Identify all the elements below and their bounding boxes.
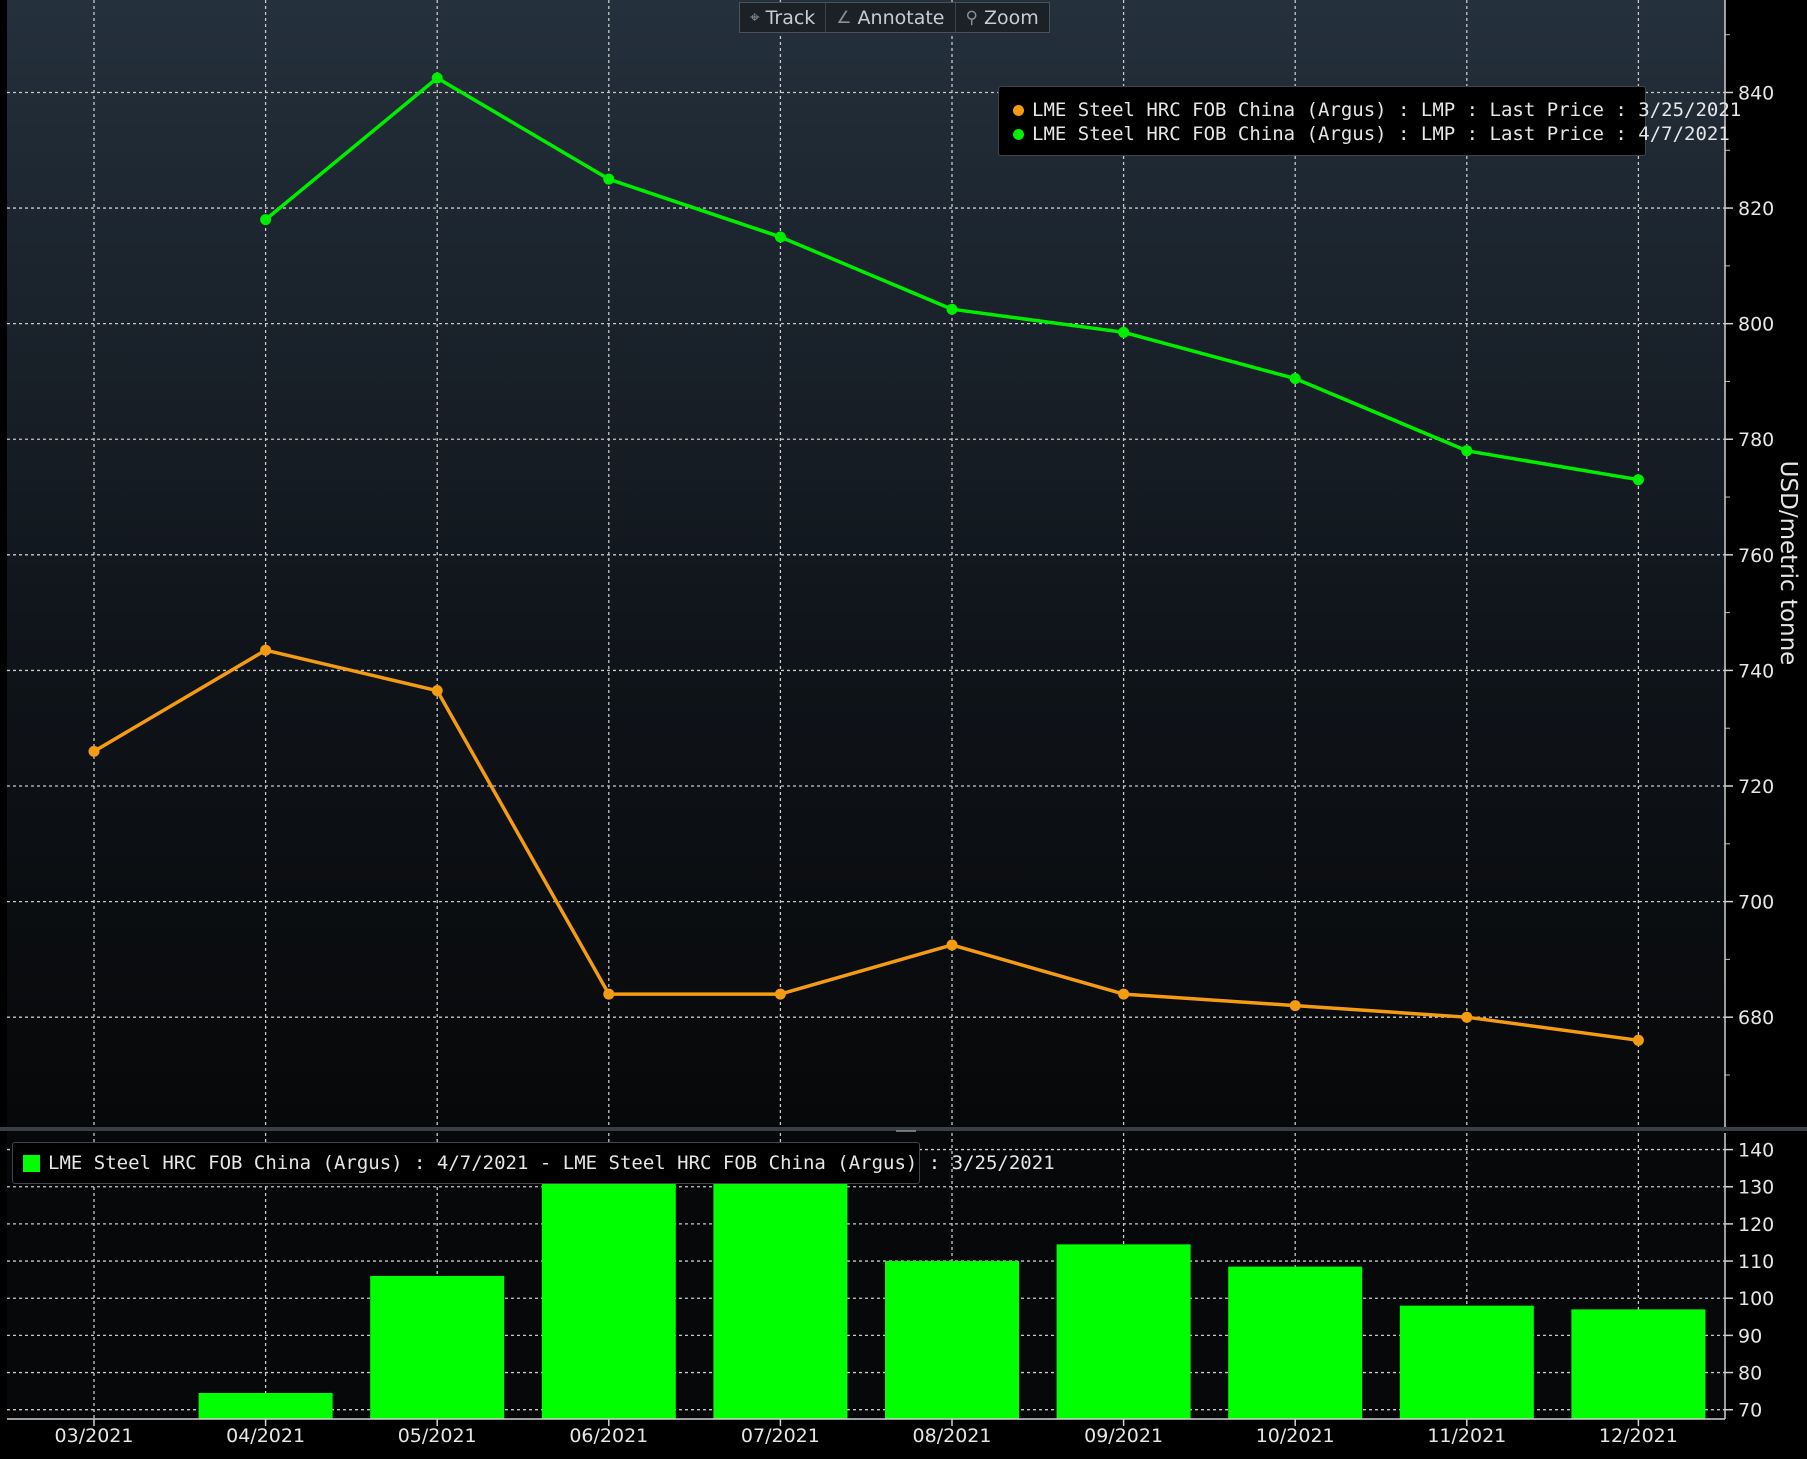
series-2-point: [1289, 373, 1301, 385]
series-line-1: [93, 648, 1639, 1043]
series-1-point: [431, 685, 443, 697]
x-tick-label: 11/2021: [1427, 1425, 1506, 1447]
x-tick-label: 05/2021: [398, 1425, 477, 1447]
price-legend: LME Steel HRC FOB China (Argus) : LMP : …: [998, 86, 1741, 156]
axes: [7, 0, 1733, 1426]
x-tick-label: 12/2021: [1599, 1425, 1678, 1447]
top-plot-background: [7, 0, 1725, 1127]
legend-label-series-1: LME Steel HRC FOB China (Argus) : LMP : …: [1032, 99, 1742, 121]
difference-bars: [198, 1145, 1706, 1419]
top-y-tick-label: 780: [1738, 429, 1774, 451]
y-axis-title: USD/metric tonne: [1775, 461, 1801, 666]
top-y-tick-label: 700: [1738, 892, 1774, 914]
bottom-y-tick-label: 140: [1738, 1140, 1774, 1162]
difference-bar: [370, 1275, 505, 1419]
series-2-point: [260, 214, 272, 226]
difference-bar: [198, 1392, 333, 1419]
price-lines: [88, 72, 1644, 1046]
top-y-tick-label: 760: [1738, 545, 1774, 567]
chart-toolbar: ⌖ Track ∠ Annotate ⚲ Zoom: [739, 2, 1050, 33]
series-2-point: [774, 231, 786, 243]
series-1-point: [774, 988, 786, 1000]
x-tick-label: 06/2021: [569, 1425, 648, 1447]
series-1-point: [88, 745, 100, 757]
x-tick-label: 10/2021: [1256, 1425, 1335, 1447]
series-1-point: [946, 939, 958, 951]
difference-bar: [1228, 1266, 1363, 1419]
annotate-button[interactable]: ∠ Annotate: [826, 3, 956, 32]
bottom-y-tick-label: 130: [1738, 1177, 1774, 1199]
legend-entry-series-1: LME Steel HRC FOB China (Argus) : LMP : …: [1013, 98, 1741, 122]
pencil-icon: ∠: [836, 7, 852, 28]
series-2-point: [946, 303, 958, 315]
x-tick-label: 09/2021: [1084, 1425, 1163, 1447]
track-button[interactable]: ⌖ Track: [740, 3, 827, 32]
series-1-point: [1461, 1011, 1473, 1023]
legend-label-difference: LME Steel HRC FOB China (Argus) : 4/7/20…: [48, 1152, 1055, 1174]
x-tick-label: 03/2021: [55, 1425, 134, 1447]
top-gridlines: [7, 0, 1725, 1127]
axis-labels: 680 700 720 740 760 780 800 820 840 70 80 90 100 110 1…: [55, 82, 1801, 1447]
bottom-y-tick-label: 120: [1738, 1214, 1774, 1236]
bottom-y-tick-label: 70: [1738, 1400, 1762, 1422]
legend-label-series-2: LME Steel HRC FOB China (Argus) : LMP : …: [1032, 123, 1730, 145]
top-y-tick-label: 820: [1738, 198, 1774, 220]
series-2-point: [1632, 474, 1644, 486]
series-2-point: [1118, 326, 1130, 338]
bottom-y-tick-label: 100: [1738, 1288, 1774, 1310]
legend-entry-series-2: LME Steel HRC FOB China (Argus) : LMP : …: [1013, 122, 1730, 146]
top-y-tick-label: 720: [1738, 776, 1774, 798]
x-tick-label: 04/2021: [226, 1425, 305, 1447]
series-2-point: [603, 173, 615, 185]
top-y-tick-label: 680: [1738, 1007, 1774, 1029]
annotate-label: Annotate: [857, 6, 945, 29]
series-1-point: [1289, 1000, 1301, 1012]
magnifier-icon: ⚲: [965, 7, 978, 28]
series-1-point: [603, 988, 615, 1000]
top-y-tick-label: 800: [1738, 314, 1774, 336]
difference-bar: [541, 1145, 676, 1419]
top-y-tick-label: 740: [1738, 660, 1774, 682]
zoom-button[interactable]: ⚲ Zoom: [956, 3, 1049, 32]
top-y-tick-label: 840: [1738, 82, 1774, 104]
green-square-icon: [23, 1154, 40, 1172]
green-dot-icon: [1013, 128, 1024, 140]
series-1-point: [260, 644, 272, 656]
series-2-point: [1461, 445, 1473, 457]
x-tick-label: 08/2021: [913, 1425, 992, 1447]
bottom-y-tick-label: 80: [1738, 1363, 1762, 1385]
zoom-label: Zoom: [983, 6, 1039, 29]
series-2-point: [431, 72, 443, 84]
difference-bar: [1571, 1309, 1706, 1419]
bottom-y-tick-label: 90: [1738, 1325, 1762, 1347]
bottom-y-tick-label: 110: [1738, 1251, 1774, 1273]
difference-bar: [1056, 1244, 1191, 1419]
track-label: Track: [765, 6, 816, 29]
difference-legend: LME Steel HRC FOB China (Argus) : 4/7/20…: [12, 1142, 1055, 1184]
orange-dot-icon: [1013, 104, 1024, 116]
x-tick-label: 07/2021: [741, 1425, 820, 1447]
crosshair-icon: ⌖: [750, 7, 760, 28]
series-1-point: [1632, 1034, 1644, 1046]
difference-bar: [713, 1183, 848, 1419]
series-1-point: [1118, 988, 1130, 1000]
difference-bar: [885, 1261, 1019, 1419]
difference-bar: [1399, 1305, 1534, 1419]
